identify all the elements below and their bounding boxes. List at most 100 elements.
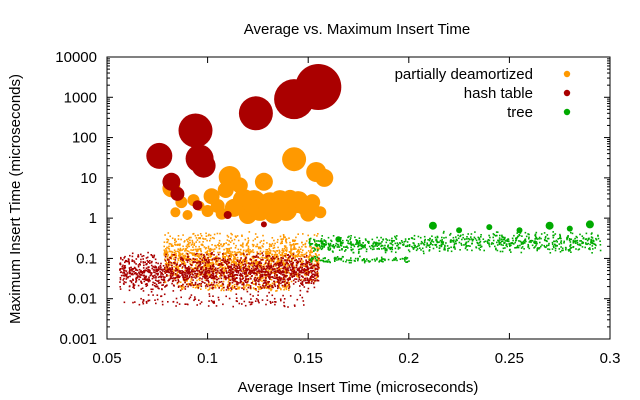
cluster-point (245, 285, 247, 287)
cluster-point (222, 256, 224, 259)
data-point (170, 186, 185, 201)
cluster-point (450, 246, 452, 249)
cluster-point (226, 250, 228, 252)
cluster-point (311, 257, 313, 259)
cluster-point (164, 285, 167, 287)
cluster-point (215, 261, 217, 263)
cluster-point (340, 257, 343, 260)
cluster-point (301, 282, 304, 284)
cluster-point (131, 272, 134, 275)
cluster-point (227, 251, 230, 254)
cluster-point (176, 250, 179, 253)
cluster-point (436, 236, 439, 239)
cluster-point (269, 267, 271, 269)
cluster-point (308, 257, 311, 260)
cluster-point (236, 259, 238, 261)
cluster-point (250, 264, 252, 266)
cluster-point (254, 276, 257, 279)
cluster-point (163, 245, 165, 248)
cluster-point (404, 260, 406, 262)
cluster-point (192, 233, 194, 235)
cluster-point (259, 279, 262, 282)
cluster-point (292, 275, 294, 277)
cluster-point (534, 240, 536, 242)
cluster-point (252, 257, 254, 260)
cluster-point (590, 241, 592, 244)
cluster-point (256, 277, 258, 280)
cluster-point (510, 251, 512, 253)
cluster-point (177, 279, 179, 281)
cluster-point (204, 257, 207, 260)
cluster-point (248, 264, 250, 267)
cluster-point (538, 248, 540, 250)
cluster-point (266, 252, 268, 255)
cluster-point (566, 237, 568, 239)
cluster-point (502, 236, 505, 239)
cluster-point (251, 264, 253, 267)
cluster-point (175, 267, 177, 270)
cluster-point (248, 301, 251, 303)
cluster-point (391, 237, 393, 240)
cluster-point (189, 241, 191, 244)
cluster-point (119, 288, 122, 290)
cluster-point (590, 238, 592, 241)
cluster-point (294, 255, 297, 258)
cluster-point (268, 245, 271, 248)
cluster-point (230, 247, 232, 249)
cluster-point (444, 245, 446, 248)
cluster-point (184, 240, 186, 242)
cluster-point (198, 237, 200, 239)
cluster-point (450, 240, 452, 242)
cluster-point (186, 303, 188, 305)
cluster-point (230, 270, 232, 272)
data-point (304, 194, 321, 211)
cluster-point (241, 234, 243, 237)
cluster-point (311, 280, 313, 283)
cluster-point (177, 235, 180, 237)
cluster-point (228, 252, 230, 255)
cluster-point (178, 257, 181, 259)
cluster-point (199, 274, 201, 276)
cluster-point (333, 259, 336, 261)
cluster-point (479, 244, 482, 246)
cluster-point (327, 236, 330, 239)
cluster-point (234, 260, 236, 263)
cluster-point (220, 243, 222, 246)
cluster-point (306, 267, 309, 269)
cluster-point (250, 270, 252, 273)
cluster-point (223, 268, 226, 270)
cluster-point (198, 261, 200, 263)
cluster-point (233, 276, 236, 278)
cluster-point (416, 245, 419, 248)
cluster-point (145, 285, 148, 287)
cluster-point (576, 241, 579, 244)
cluster-point (501, 240, 504, 242)
cluster-point (297, 249, 299, 252)
cluster-point (165, 262, 168, 264)
cluster-point (466, 249, 469, 251)
cluster-point (471, 249, 473, 252)
cluster-point (211, 288, 214, 290)
cluster-point (217, 267, 219, 270)
cluster-point (175, 279, 177, 282)
cluster-point (212, 277, 214, 280)
cluster-point (279, 272, 281, 274)
cluster-point (538, 238, 540, 240)
cluster-point (152, 265, 154, 268)
cluster-point (559, 237, 561, 239)
cluster-point (195, 264, 197, 266)
data-point (282, 147, 307, 172)
cluster-point (194, 281, 197, 284)
cluster-point (273, 244, 275, 247)
cluster-point (371, 238, 374, 241)
cluster-point (497, 239, 500, 242)
cluster-point (373, 258, 376, 261)
cluster-point (264, 282, 266, 284)
legend-marker (563, 70, 571, 78)
cluster-point (307, 287, 310, 290)
cluster-point (294, 259, 296, 262)
cluster-point (352, 248, 354, 251)
cluster-point (499, 234, 501, 237)
cluster-point (216, 273, 218, 275)
cluster-point (201, 278, 203, 280)
